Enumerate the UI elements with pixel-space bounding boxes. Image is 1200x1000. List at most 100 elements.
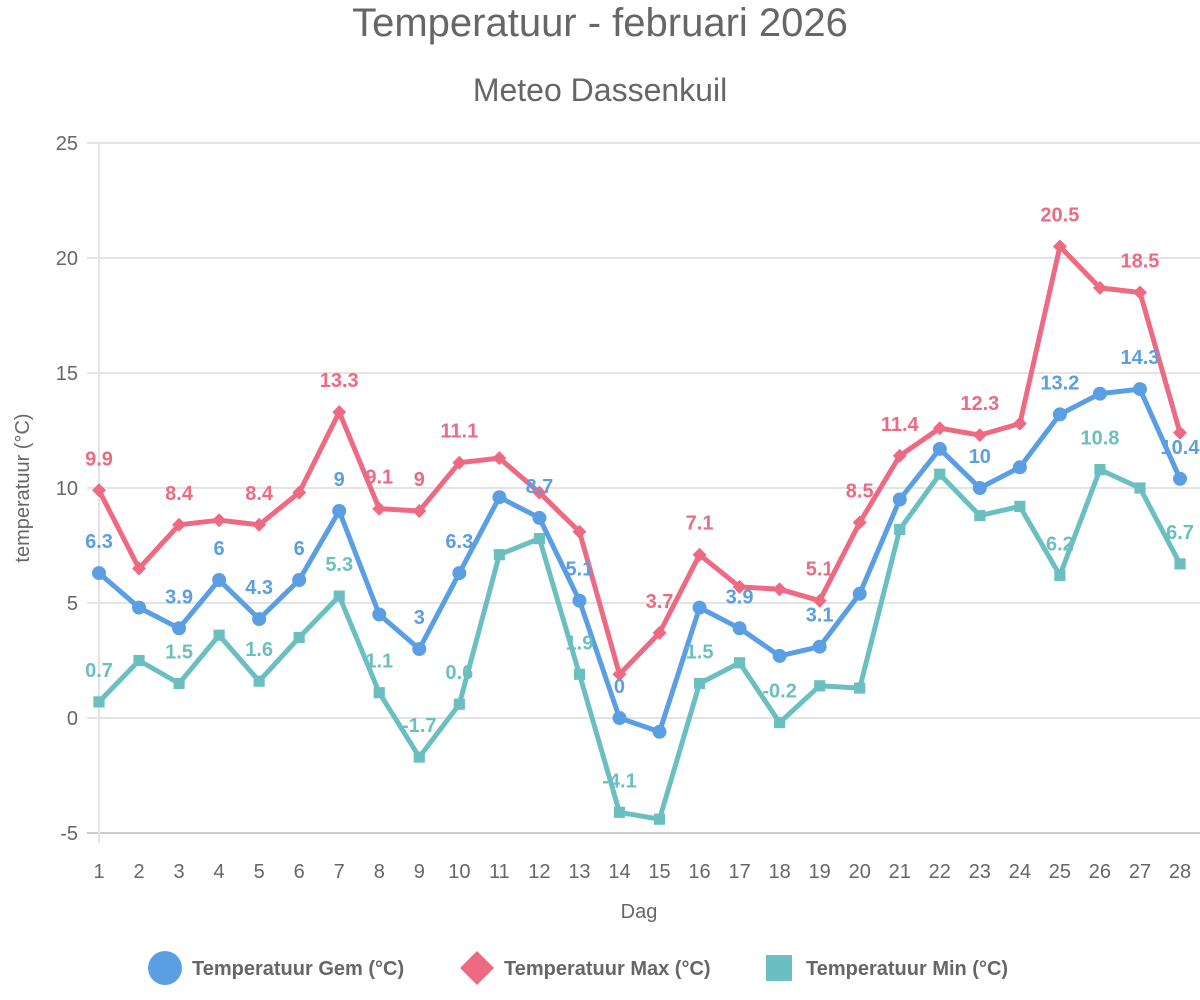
data-point bbox=[1052, 239, 1067, 254]
data-point bbox=[212, 513, 227, 528]
data-point bbox=[253, 675, 265, 687]
data-label: 7.1 bbox=[686, 513, 714, 535]
series-line bbox=[93, 464, 1186, 825]
data-point bbox=[652, 724, 667, 739]
x-tick-label: 20 bbox=[849, 861, 871, 883]
data-label: 10 bbox=[969, 446, 991, 468]
data-point bbox=[532, 485, 547, 500]
data-point bbox=[1132, 382, 1147, 397]
data-label: 9.9 bbox=[85, 448, 113, 470]
x-tick-label: 4 bbox=[214, 861, 225, 883]
data-point bbox=[652, 625, 667, 640]
data-label: 1.1 bbox=[365, 651, 393, 673]
x-tick-label: 10 bbox=[448, 861, 470, 883]
data-point bbox=[572, 593, 587, 608]
data-point bbox=[812, 639, 827, 654]
x-tick-label: 3 bbox=[174, 861, 185, 883]
data-point bbox=[1014, 500, 1026, 512]
data-point bbox=[572, 524, 587, 539]
data-label: 11.1 bbox=[440, 421, 478, 443]
data-label: 3.9 bbox=[726, 586, 754, 608]
data-label: 4.3 bbox=[245, 577, 273, 599]
x-tick-label: 2 bbox=[133, 861, 144, 883]
data-point bbox=[1134, 482, 1146, 494]
x-tick-label: 8 bbox=[374, 861, 385, 883]
x-tick-label: 24 bbox=[1009, 861, 1031, 883]
data-point bbox=[133, 654, 145, 667]
data-point bbox=[333, 590, 345, 602]
data-point bbox=[972, 428, 987, 443]
legend-item[interactable]: Temperatuur Min (°C) bbox=[766, 955, 1008, 981]
data-label: 9.1 bbox=[365, 467, 393, 489]
data-point bbox=[573, 668, 586, 680]
data-label: 5.1 bbox=[566, 559, 594, 581]
data-point bbox=[1132, 285, 1147, 300]
data-point bbox=[252, 612, 267, 627]
x-tick-label: 19 bbox=[809, 861, 831, 883]
data-point bbox=[452, 566, 467, 581]
x-tick-label: 15 bbox=[648, 861, 670, 883]
data-point bbox=[532, 510, 547, 525]
data-point bbox=[372, 501, 387, 516]
legend-item[interactable]: Temperatuur Max (°C) bbox=[460, 951, 711, 985]
y-tick-label: 5 bbox=[67, 593, 78, 615]
data-point bbox=[1092, 386, 1107, 401]
data-point bbox=[1174, 558, 1186, 570]
data-label: 13.2 bbox=[1040, 372, 1079, 394]
data-label: 5.3 bbox=[325, 554, 353, 576]
data-point bbox=[772, 582, 787, 597]
data-point bbox=[894, 523, 906, 535]
y-axis-label: temperatuur (°C) bbox=[12, 413, 34, 562]
x-tick-label: 12 bbox=[528, 861, 550, 883]
data-point bbox=[772, 648, 787, 663]
data-label: 9 bbox=[414, 469, 425, 491]
data-label: 3 bbox=[414, 607, 425, 629]
data-label: 6.7 bbox=[1166, 522, 1194, 544]
y-axis-ticks: -5 0 5 10 15 20 25 bbox=[56, 133, 78, 845]
x-tick-label: 25 bbox=[1049, 861, 1071, 883]
data-point bbox=[852, 586, 867, 601]
data-label: 3.9 bbox=[165, 586, 193, 608]
legend-diamond-icon bbox=[460, 951, 494, 985]
legend-label: Temperatuur Max (°C) bbox=[504, 958, 711, 980]
chart-subtitle: Meteo Dassenkuil bbox=[473, 72, 727, 108]
x-axis-label: Dag bbox=[621, 901, 658, 923]
data-point bbox=[412, 642, 427, 656]
data-point bbox=[1092, 280, 1107, 295]
data-point bbox=[692, 600, 707, 615]
series-line bbox=[92, 239, 1187, 682]
data-label: 0.7 bbox=[85, 660, 113, 682]
legend-square-icon bbox=[766, 955, 792, 981]
data-point bbox=[692, 547, 707, 562]
data-label: -0.2 bbox=[762, 681, 796, 703]
data-point bbox=[854, 682, 866, 694]
series-path bbox=[97, 467, 1183, 822]
data-point bbox=[693, 677, 706, 690]
data-point bbox=[92, 483, 106, 498]
data-point bbox=[533, 533, 546, 545]
series-line bbox=[92, 382, 1187, 739]
data-label: 8.4 bbox=[165, 483, 194, 505]
x-tick-label: 26 bbox=[1089, 861, 1111, 883]
data-label: 18.5 bbox=[1120, 251, 1159, 273]
data-point bbox=[132, 561, 147, 576]
data-point bbox=[412, 504, 427, 518]
x-tick-label: 14 bbox=[608, 861, 630, 883]
data-label: 11.4 bbox=[881, 414, 920, 436]
legend-item[interactable]: Temperatuur Gem (°C) bbox=[148, 951, 404, 985]
x-tick-label: 18 bbox=[769, 861, 791, 883]
y-tick-label: -5 bbox=[60, 823, 78, 845]
data-label: 12.3 bbox=[960, 393, 999, 415]
x-tick-label: 17 bbox=[728, 861, 750, 883]
data-label: 1.5 bbox=[686, 642, 714, 664]
data-label: 6 bbox=[294, 538, 305, 560]
data-label: 13.3 bbox=[320, 370, 359, 392]
data-label: 6.3 bbox=[85, 531, 113, 553]
x-tick-label: 28 bbox=[1169, 861, 1191, 883]
data-point bbox=[93, 696, 105, 708]
data-label: 8.5 bbox=[846, 481, 874, 503]
data-point bbox=[1173, 425, 1187, 440]
series-path bbox=[96, 244, 1183, 677]
data-label: 0.6 bbox=[445, 662, 473, 684]
data-label: 10.8 bbox=[1080, 428, 1119, 450]
